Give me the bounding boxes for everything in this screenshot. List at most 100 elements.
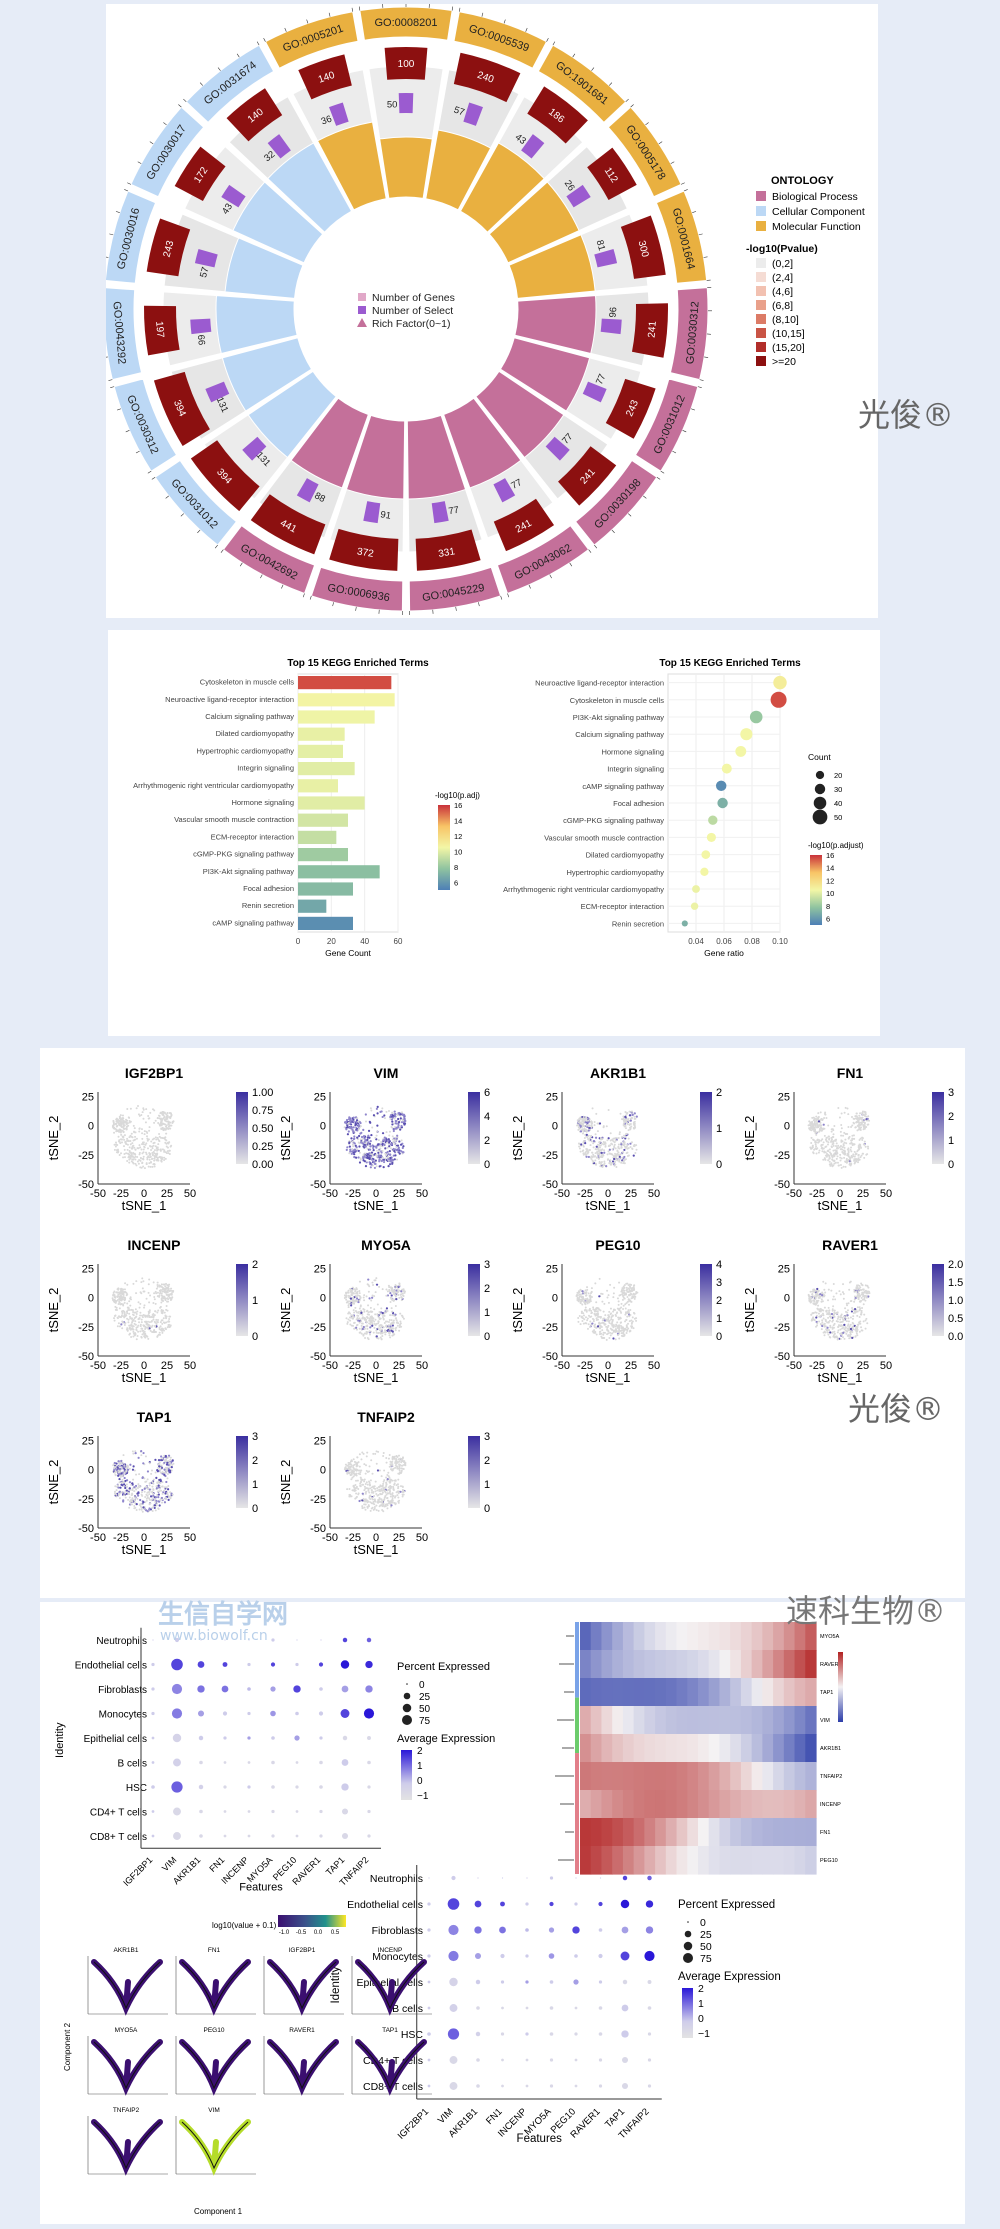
dotplot-bottom-identity-1: Endothelial cells: [347, 1899, 423, 1911]
dotplot-bottom-dot-5-3: [501, 2007, 504, 2010]
tsne-colorbar-1: [468, 1092, 480, 1164]
heatmap-cell-5-7: [655, 1762, 666, 1791]
tsne-2-points: [576, 1107, 638, 1168]
kegg-dot-size-key-3: [813, 810, 828, 825]
go-count-value-14: 66: [195, 334, 207, 345]
heatmap-cell-6-12: [709, 1790, 720, 1819]
heatmap-cell-4-9: [677, 1734, 688, 1763]
dotplot-top-pct-label-0: 0: [419, 1680, 425, 1691]
tsne-cbtick-9-0: 3: [484, 1431, 490, 1443]
heatmap-cell-7-19: [784, 1818, 795, 1847]
dotplot-bottom-dot-7-5: [550, 2058, 553, 2061]
tsne-xtick-4-0: -50: [90, 1360, 106, 1372]
tsne-xtick-7-4: 50: [880, 1360, 892, 1372]
dotplot-top-dot-1-3: [223, 1662, 228, 1667]
dotplot-top-dot-2-3: [222, 1686, 229, 1693]
kegg-dot-8: [708, 816, 717, 825]
go-scale-tick-7-3: [612, 530, 615, 533]
dotplot-bottom-dot-3-3: [500, 1954, 504, 1958]
dotplot-top-dot-3-2: [198, 1710, 204, 1716]
pvalue-legend-label-7: >=20: [772, 356, 796, 368]
heatmap-cell-0-0: [580, 1622, 591, 1651]
heatmap-cell-8-3: [612, 1846, 623, 1875]
heatmap-cell-0-15: [741, 1622, 752, 1651]
kegg-dot-7: [717, 798, 727, 808]
dotplot-bottom-dot-6-3: [501, 2032, 504, 2035]
kegg-dot-xtick-2: 0.08: [744, 937, 760, 946]
heatmap-cell-8-8: [666, 1846, 677, 1875]
kegg-dot-14: [682, 920, 688, 926]
go-scale-tick-7-1: [643, 496, 646, 498]
heatmap-cell-7-20: [795, 1818, 806, 1847]
heatmap-cell-5-21: [805, 1762, 816, 1791]
kegg-dot-colorbar: [810, 855, 822, 925]
kegg-dot-4: [735, 746, 746, 757]
tsne-title-2: AKR1B1: [590, 1065, 646, 1081]
go-count-value-10: 91: [380, 509, 392, 522]
kegg-bar-label-1: Neuroactive ligand-receptor interaction: [165, 695, 294, 704]
kegg-bar-xlabel: Gene Count: [325, 948, 371, 958]
traj-title-2: IGF2BP1: [289, 1947, 316, 1954]
go-scale-tick-17-0: [183, 99, 186, 102]
kegg-bar-label-5: Integrin signaling: [237, 764, 294, 773]
heatmap-cluster-strip-1: [575, 1698, 579, 1753]
go-scale-tick-3-2: [659, 142, 662, 144]
heatmap-cell-2-7: [655, 1678, 666, 1707]
kegg-bar-10: [298, 848, 348, 861]
heatmap-cell-0-5: [634, 1622, 645, 1651]
kegg-bar-label-4: Hypertrophic cardiomyopathy: [196, 746, 294, 755]
dotplot-bottom-dot-2-8: [622, 1927, 629, 1934]
go-scale-tick-4-0: [684, 189, 688, 191]
heatmap-cell-4-16: [752, 1734, 763, 1763]
dotplot-bottom-dot-3-0: [427, 1954, 430, 1957]
heatmap-cell-1-1: [591, 1650, 602, 1679]
tsne-cbtick-4-1: 1: [252, 1295, 258, 1307]
heatmap-cell-5-20: [795, 1762, 806, 1791]
go-scale-tick-13-1: [136, 451, 140, 453]
tsne-title-4: INCENP: [128, 1237, 181, 1253]
dotplot-top-dot-2-4: [247, 1687, 251, 1691]
kegg-dot-0: [773, 676, 786, 689]
dotplot-bottom-feature-3: FN1: [484, 2106, 504, 2126]
go-scale-tick-4-2: [699, 234, 703, 235]
heatmap-cell-7-4: [623, 1818, 634, 1847]
tsne-xtick-0-4: 50: [184, 1188, 196, 1200]
heatmap-cell-4-18: [773, 1734, 784, 1763]
tsne-ytick-4-3: 25: [82, 1264, 94, 1276]
tsne-cbtick-2-0: 2: [716, 1087, 722, 1099]
dotplot-bottom-dot-5-7: [599, 2006, 603, 2010]
heatmap-cell-6-14: [730, 1790, 741, 1819]
dotplot-top-dot-8-7: [319, 1834, 322, 1837]
heatmap-cell-0-12: [709, 1622, 720, 1651]
tsne-xlabel-9: tSNE_1: [354, 1542, 399, 1557]
heatmap-cell-1-19: [784, 1650, 795, 1679]
dotplot-top-dot-4-1: [173, 1734, 181, 1742]
kegg-bar-12: [298, 882, 353, 895]
dotplot-bottom-dot-5-6: [575, 2007, 578, 2010]
heatmap-cell-8-2: [601, 1846, 612, 1875]
pvalue-legend-key-7: [756, 356, 766, 366]
tsne-ytick-2-3: 25: [546, 1092, 558, 1104]
tsne-xtick-8-0: -50: [90, 1532, 106, 1544]
dotplot-bottom-dot-5-2: [476, 2006, 480, 2010]
kegg-dot-size-key-1: [815, 784, 825, 794]
heatmap-cell-8-16: [752, 1846, 763, 1875]
heatmap-cell-3-1: [591, 1706, 602, 1735]
traj-title-9: VIM: [208, 2107, 220, 2114]
kegg-dot-label-4: Hormone signaling: [601, 747, 664, 756]
dotplot-bottom-avg-label-1: 1: [698, 1998, 704, 2010]
dotplot-top-dot-8-9: [367, 1834, 370, 1837]
heatmap-cell-6-2: [601, 1790, 612, 1819]
tsne-ytick-9-1: -25: [310, 1494, 326, 1506]
dotplot-bottom-dot-6-9: [648, 2032, 651, 2035]
traj-path-8: [94, 2122, 160, 2168]
dotplot-bottom-dot-4-0: [428, 1981, 431, 1984]
traj-title-4: MYO5A: [115, 2027, 138, 2034]
heatmap-cell-7-12: [709, 1818, 720, 1847]
dotplot-bottom-dot-6-6: [574, 2032, 577, 2035]
kegg-dot-color-tick-5: 16: [826, 851, 834, 860]
tsne-ytick-8-2: 0: [88, 1465, 94, 1477]
ontology-legend-key-2: [756, 221, 766, 231]
dotplot-top-dot-2-9: [365, 1685, 372, 1692]
heatmap-cell-5-0: [580, 1762, 591, 1791]
